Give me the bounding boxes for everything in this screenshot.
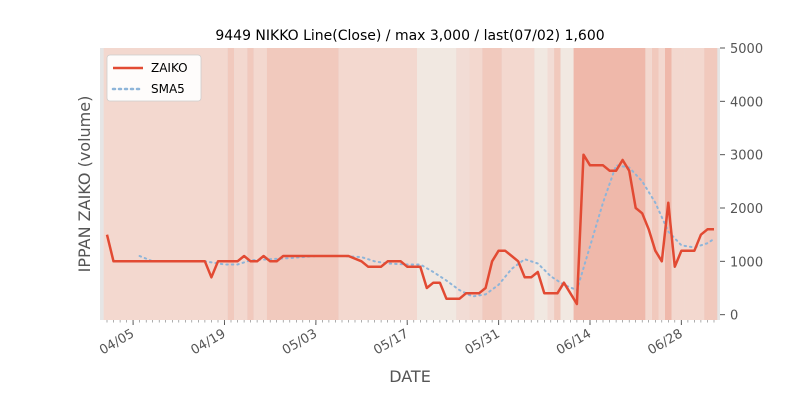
chart-legend: ZAIKO SMA5 xyxy=(107,55,201,101)
background-band-20 xyxy=(665,48,672,320)
background-band-1 xyxy=(228,48,235,320)
x-tick-label: 04/05 xyxy=(97,326,137,358)
background-band-17 xyxy=(645,48,652,320)
x-tick-label: 05/03 xyxy=(280,326,320,358)
background-band-11 xyxy=(502,48,535,320)
background-band-21 xyxy=(672,48,685,320)
y-axis: 0 1000 2000 3000 4000 5000 xyxy=(720,42,763,324)
x-tick-label: 06/28 xyxy=(645,326,685,358)
background-band-3 xyxy=(247,48,254,320)
y-tick-label: 0 xyxy=(730,309,738,324)
background-band-23 xyxy=(704,48,717,320)
x-tick-label: 05/17 xyxy=(371,326,411,358)
background-band-6 xyxy=(339,48,417,320)
x-tick-label: 05/31 xyxy=(463,326,503,358)
legend-zaiko-label: ZAIKO xyxy=(151,61,188,75)
y-tick-label: 2000 xyxy=(730,202,763,217)
background-band-10 xyxy=(482,48,502,320)
background-band-15 xyxy=(561,48,574,320)
background-band-4 xyxy=(254,48,267,320)
x-tick-label: 06/14 xyxy=(554,326,594,358)
x-axis: 04/05 04/19 05/03 05/17 05/31 06/14 06/28 xyxy=(97,320,714,358)
background-band-22 xyxy=(685,48,705,320)
y-tick-label: 5000 xyxy=(730,42,763,57)
background-band-14 xyxy=(554,48,561,320)
chart-title: 9449 NIKKO Line(Close) / max 3,000 / las… xyxy=(215,28,604,44)
background-band-8 xyxy=(456,48,469,320)
x-axis-label: DATE xyxy=(389,367,431,386)
background-band-19 xyxy=(659,48,666,320)
x-tick-label: 04/19 xyxy=(189,326,229,358)
background-band-18 xyxy=(652,48,659,320)
y-tick-label: 1000 xyxy=(730,255,763,270)
background-band-13 xyxy=(548,48,555,320)
background-band-5 xyxy=(267,48,339,320)
background-band-2 xyxy=(234,48,247,320)
legend-sma5-label: SMA5 xyxy=(151,82,185,96)
y-tick-label: 3000 xyxy=(730,149,763,164)
y-axis-label: IPPAN ZAIKO (volume) xyxy=(75,96,94,273)
background-band-9 xyxy=(469,48,482,320)
y-tick-label: 4000 xyxy=(730,95,763,110)
